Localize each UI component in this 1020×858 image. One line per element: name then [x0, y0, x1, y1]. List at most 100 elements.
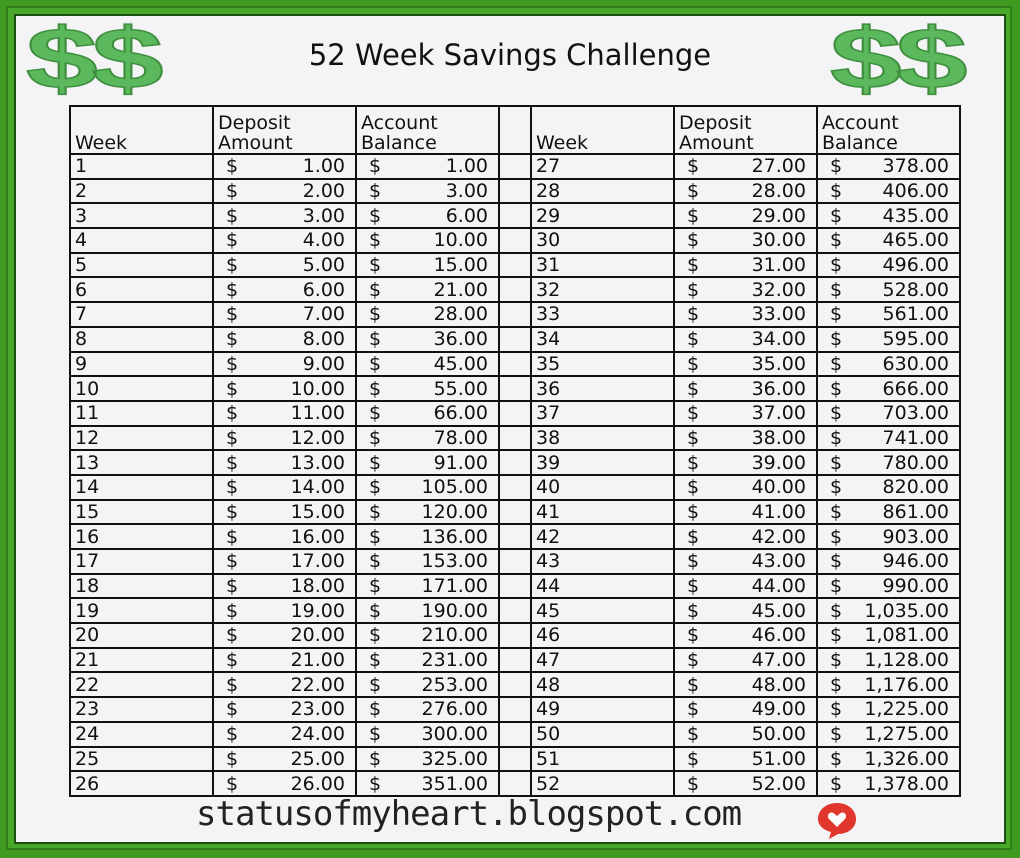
- table-row: 5 $5.00 $15.00 31 $31.00 $496.00: [69, 251, 961, 279]
- deposit-cell: $9.00: [212, 350, 357, 378]
- table-row: 25 $25.00 $325.00 51 $51.00 $1,326.00: [69, 745, 961, 773]
- spacer-cell: [498, 227, 532, 254]
- amount: 36.00: [751, 377, 806, 400]
- currency-symbol: $: [369, 698, 382, 721]
- amount: 46.00: [751, 624, 806, 647]
- balance-cell: $105.00: [355, 473, 500, 501]
- deposit-cell: $35.00: [673, 350, 818, 378]
- balance-cell: $3.00: [355, 177, 500, 205]
- week-cell: 34: [530, 325, 675, 353]
- balance-cell: $153.00: [355, 548, 500, 575]
- balance-cell: $45.00: [355, 350, 500, 378]
- deposit-cell: $6.00: [212, 276, 357, 304]
- amount: 34.00: [751, 328, 806, 351]
- balance-cell: $990.00: [816, 572, 961, 600]
- table-row: 24 $24.00 $300.00 50 $50.00 $1,275.00: [69, 720, 961, 748]
- balance-cell: $1,378.00: [816, 770, 961, 797]
- amount: 8.00: [302, 328, 345, 351]
- currency-symbol: $: [830, 204, 843, 227]
- balance-cell: $630.00: [816, 350, 961, 378]
- amount: 42.00: [751, 525, 806, 548]
- deposit-cell: $19.00: [212, 597, 357, 625]
- currency-symbol: $: [369, 328, 382, 351]
- amount: 496.00: [882, 254, 949, 277]
- currency-symbol: $: [830, 303, 843, 326]
- amount: 171.00: [421, 575, 488, 598]
- week-cell: 51: [530, 745, 675, 773]
- currency-symbol: $: [830, 476, 843, 499]
- currency-symbol: $: [369, 550, 382, 573]
- currency-symbol: $: [369, 575, 382, 598]
- table-row: 20 $20.00 $210.00 46 $46.00 $1,081.00: [69, 622, 961, 649]
- currency-symbol: $: [830, 723, 843, 746]
- amount: 48.00: [751, 673, 806, 696]
- currency-symbol: $: [687, 500, 700, 523]
- balance-cell: $741.00: [816, 424, 961, 452]
- currency-symbol: $: [687, 698, 700, 721]
- week-cell: 9: [69, 350, 214, 378]
- currency-symbol: $: [369, 278, 382, 301]
- deposit-cell: $13.00: [212, 449, 357, 476]
- currency-symbol: $: [369, 451, 382, 474]
- amount: 861.00: [882, 500, 949, 523]
- currency-symbol: $: [226, 204, 239, 227]
- amount: 7.00: [302, 303, 345, 326]
- balance-cell: $120.00: [355, 498, 500, 526]
- week-cell: 17: [69, 548, 214, 575]
- currency-symbol: $: [687, 747, 700, 770]
- amount: 35.00: [751, 352, 806, 375]
- amount: 50.00: [751, 723, 806, 746]
- deposit-cell: $22.00: [212, 671, 357, 699]
- deposit-cell: $48.00: [673, 671, 818, 699]
- currency-symbol: $: [369, 303, 382, 326]
- deposit-cell: $38.00: [673, 424, 818, 452]
- table-row: 7 $7.00 $28.00 33 $33.00 $561.00: [69, 301, 961, 328]
- currency-symbol: $: [830, 155, 843, 178]
- balance-cell: $351.00: [355, 770, 500, 797]
- deposit-cell: $42.00: [673, 523, 818, 550]
- currency-symbol: $: [226, 673, 239, 696]
- week-cell: 49: [530, 696, 675, 723]
- header-deposit: Deposit Amount: [673, 105, 818, 155]
- amount: 6.00: [302, 278, 345, 301]
- table-row: 14 $14.00 $105.00 40 $40.00 $820.00: [69, 473, 961, 501]
- currency-symbol: $: [830, 229, 843, 252]
- amount: 1,128.00: [864, 649, 949, 672]
- amount: 1,378.00: [864, 772, 949, 795]
- currency-symbol: $: [830, 328, 843, 351]
- deposit-cell: $39.00: [673, 449, 818, 476]
- amount: 1,225.00: [864, 698, 949, 721]
- deposit-cell: $4.00: [212, 227, 357, 254]
- spacer-cell: [498, 572, 532, 600]
- deposit-cell: $27.00: [673, 153, 818, 180]
- amount: 39.00: [751, 451, 806, 474]
- amount: 17.00: [290, 550, 345, 573]
- week-cell: 36: [530, 375, 675, 402]
- currency-symbol: $: [687, 599, 700, 622]
- balance-cell: $666.00: [816, 375, 961, 402]
- currency-symbol: $: [226, 747, 239, 770]
- currency-symbol: $: [830, 772, 843, 795]
- amount: 2.00: [302, 180, 345, 203]
- week-cell: 44: [530, 572, 675, 600]
- spacer-cell: [498, 696, 532, 723]
- amount: 51.00: [751, 747, 806, 770]
- week-cell: 28: [530, 177, 675, 205]
- footer-url: statusofmyheart.blogspot.com: [196, 794, 742, 834]
- amount: 1,275.00: [864, 723, 949, 746]
- currency-symbol: $: [226, 426, 239, 449]
- currency-symbol: $: [830, 278, 843, 301]
- header-row: Week Deposit Amount Account Balance Week D…: [69, 105, 961, 155]
- deposit-cell: $25.00: [212, 745, 357, 773]
- currency-symbol: $: [830, 377, 843, 400]
- spacer-cell: [498, 202, 532, 230]
- spacer-cell: [498, 720, 532, 748]
- balance-cell: $15.00: [355, 251, 500, 279]
- amount: 136.00: [421, 525, 488, 548]
- deposit-cell: $43.00: [673, 548, 818, 575]
- deposit-cell: $41.00: [673, 498, 818, 526]
- amount: 78.00: [433, 426, 488, 449]
- amount: 990.00: [882, 575, 949, 598]
- header-balance: Account Balance: [355, 105, 500, 155]
- table-row: 23 $23.00 $276.00 49 $49.00 $1,225.00: [69, 696, 961, 723]
